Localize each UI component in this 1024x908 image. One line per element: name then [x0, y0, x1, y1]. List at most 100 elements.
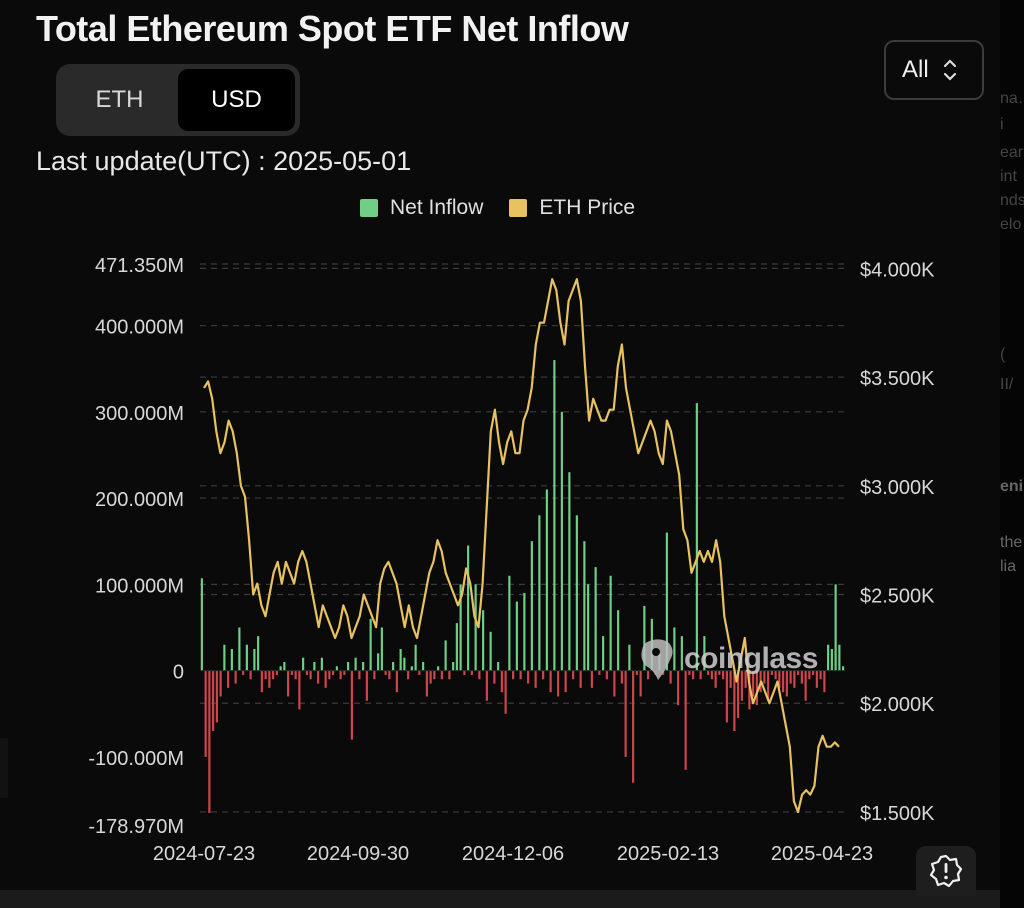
inflow-bar [842, 666, 845, 671]
alert-badge-icon [929, 854, 963, 888]
inflow-bar [733, 670, 736, 731]
inflow-bar [455, 623, 458, 671]
inflow-bar [440, 670, 443, 680]
watermark-text: coinglass [684, 642, 818, 675]
inflow-bar [223, 644, 226, 671]
inflow-bar [519, 670, 522, 680]
inflow-bar [602, 636, 605, 671]
inflow-bar [722, 670, 725, 680]
inflow-bar [425, 670, 428, 697]
right-axis-label: $3.500K [860, 368, 935, 390]
inflow-bar [620, 670, 623, 684]
inflow-bar [590, 670, 593, 688]
inflow-bar [624, 670, 627, 757]
unit-option-eth[interactable]: ETH [95, 86, 144, 113]
inflow-bar [789, 670, 792, 684]
inflow-bar [665, 532, 668, 671]
inflow-bar [684, 670, 687, 770]
range-select[interactable]: All [884, 40, 984, 100]
inflow-bar [812, 670, 815, 675]
inflow-bar [523, 592, 526, 671]
inflow-bar [350, 670, 353, 740]
inflow-bar [463, 670, 466, 675]
inflow-bar [215, 670, 218, 723]
inflow-bar [579, 670, 582, 688]
inflow-bar [242, 670, 245, 675]
range-select-value: All [902, 56, 929, 83]
inflow-bar [545, 489, 548, 671]
inflow-bar [594, 567, 597, 671]
legend-item-net-inflow[interactable]: Net Inflow [360, 196, 483, 220]
inflow-bar [227, 670, 230, 688]
inflow-bar [838, 644, 841, 671]
inflow-bar [268, 670, 271, 688]
x-axis-label: 2024-12-06 [462, 843, 564, 865]
legend-item-eth-price[interactable]: ETH Price [509, 196, 635, 220]
inflow-bar [275, 670, 278, 675]
inflow-bar [279, 666, 282, 671]
right-axis-label: $2.500K [860, 586, 935, 608]
left-axis-label: 100.000M [95, 575, 184, 597]
right-axis-label: $3.000K [860, 477, 935, 499]
inflow-bar [643, 605, 646, 671]
inflow-bar [508, 575, 511, 671]
inflow-bar [212, 670, 215, 731]
inflow-bar [493, 670, 496, 684]
inflow-bar [774, 670, 777, 680]
inflow-bar [542, 670, 545, 680]
price-line [203, 278, 840, 814]
inflow-bar [264, 670, 267, 680]
inflow-bar [830, 649, 833, 671]
inflow-bar [467, 545, 470, 671]
inflow-bar [530, 541, 533, 671]
inflow-bar [677, 670, 680, 706]
inflow-bar [204, 670, 207, 757]
left-axis-label: 400.000M [95, 317, 184, 339]
right-axis-label: $1.500K [860, 803, 935, 825]
chart-svg[interactable]: -178.970M -100.000M 0 100.000M 200.000M 300.0… [0, 0, 1000, 890]
chevron-up-down-icon [943, 57, 957, 83]
inflow-bar [617, 610, 620, 671]
inflow-bar [583, 541, 586, 671]
inflow-bar [339, 670, 342, 680]
left-axis-label: -100.000M [88, 748, 184, 770]
inflow-bar [692, 670, 695, 680]
inflow-bar [365, 670, 368, 701]
inflow-bar [628, 644, 631, 671]
inflow-bar [377, 653, 380, 671]
inflow-bar [598, 670, 601, 675]
inflow-bar [418, 670, 421, 675]
inflow-bar [680, 636, 683, 671]
inflow-bar [808, 670, 811, 680]
inflow-bar [324, 670, 327, 688]
unit-option-usd[interactable]: USD [178, 69, 295, 131]
inflow-bar [238, 627, 241, 671]
inflow-bar [800, 670, 803, 684]
unit-toggle[interactable]: ETH USD [56, 64, 300, 136]
inflow-bar [605, 670, 608, 680]
inflow-bar [770, 670, 773, 675]
inflow-bar [245, 644, 248, 671]
inflow-bar [688, 670, 691, 675]
inflow-bar [797, 670, 800, 675]
inflow-bar [729, 670, 732, 688]
x-axis-label: 2025-02-13 [617, 843, 719, 865]
inflow-bar [613, 670, 616, 697]
inflow-bar [512, 670, 515, 680]
inflow-bar [328, 670, 331, 680]
legend-label-net-inflow: Net Inflow [390, 196, 484, 219]
inflow-bar [260, 670, 263, 693]
inflow-bar [695, 403, 698, 671]
inflow-bar [230, 649, 233, 671]
inflow-bar [485, 670, 488, 701]
inflow-bar [257, 636, 260, 671]
inflow-bar [200, 578, 203, 671]
inflow-bar [335, 666, 338, 671]
inflow-bar [647, 670, 650, 680]
inflow-bar [388, 670, 391, 680]
legend-swatch-net-inflow [360, 199, 378, 217]
alert-button[interactable] [916, 846, 976, 896]
inflow-bar [737, 670, 740, 719]
inflow-bar [249, 670, 252, 680]
inflow-bar [575, 515, 578, 671]
